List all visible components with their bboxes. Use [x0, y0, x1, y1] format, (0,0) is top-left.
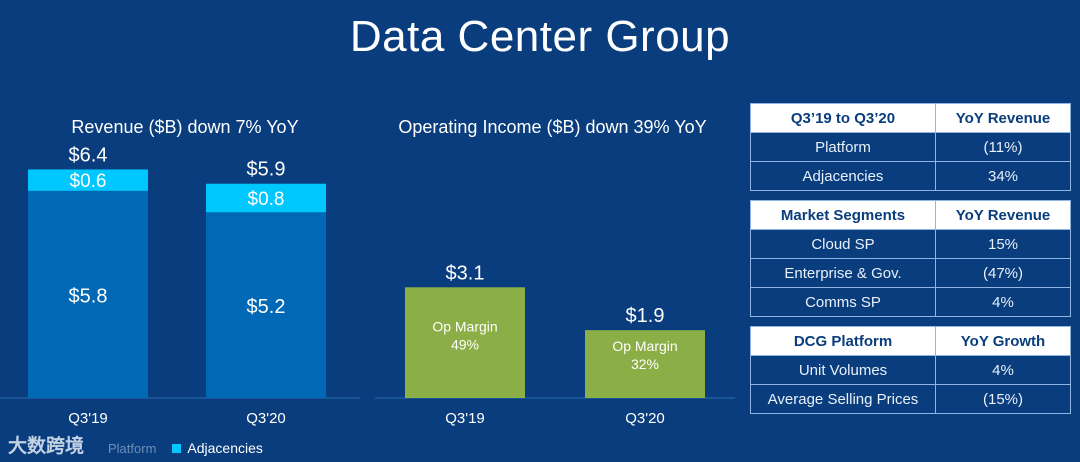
- adjacencies-bar: [206, 183, 326, 213]
- total-value-label: $6.4: [69, 144, 108, 166]
- op-margin-value: 32%: [631, 356, 659, 372]
- table-row: Adjacencies 34%: [750, 161, 1071, 191]
- table-row: Platform (11%): [750, 132, 1071, 162]
- table-row: Comms SP 4%: [750, 287, 1071, 317]
- table-cell: Platform: [750, 132, 936, 162]
- table-header-row: Q3’19 to Q3’20 YoY Revenue: [750, 103, 1071, 133]
- table-header-cell: DCG Platform: [750, 326, 936, 356]
- dcg-platform-table: DCG Platform YoY Growth Unit Volumes 4% …: [750, 326, 1071, 414]
- charts-canvas: $5.8 $0.6 $6.4 Q3'19 $5.2 $0.8 $5.9 Q3'20 $3.1 O…: [0, 144, 735, 427]
- operating-income-chart: $3.1 Op Margin 49% Q3'19 $1.9 Op Margin 32% Q3'…: [375, 262, 735, 427]
- table-cell: (47%): [935, 258, 1071, 288]
- table-header-row: DCG Platform YoY Growth: [750, 326, 1071, 356]
- legend-swatch-adjacencies: [172, 443, 182, 453]
- revenue-legend: Platform Adjacencies: [108, 440, 263, 456]
- watermark-logo: 大数跨境: [8, 436, 85, 457]
- total-value-label: $5.9: [247, 159, 286, 181]
- table-row: Average Selling Prices (15%): [750, 384, 1071, 414]
- adjacencies-bar: [28, 169, 148, 191]
- op-income-value-label: $3.1: [446, 262, 485, 284]
- table-row: Cloud SP 15%: [750, 229, 1071, 259]
- platform-value-label: $5.8: [69, 285, 108, 307]
- table-cell: 34%: [935, 161, 1071, 191]
- table-cell: (15%): [935, 384, 1071, 414]
- table-cell: 4%: [935, 287, 1071, 317]
- op-income-chart-title: Operating Income ($B) down 39% YoY: [398, 117, 707, 137]
- platform-bar: [206, 212, 326, 398]
- table-header-row: Market Segments YoY Revenue: [750, 200, 1071, 230]
- op-income-bar: [405, 287, 525, 398]
- table-cell: Cloud SP: [750, 229, 936, 259]
- x-tick-label: Q3'19: [445, 410, 485, 427]
- table-cell: 15%: [935, 229, 1071, 259]
- legend-label-adjacencies: Adjacencies: [187, 440, 263, 456]
- revenue-chart: $5.8 $0.6 $6.4 Q3'19 $5.2 $0.8 $5.9 Q3'20: [0, 144, 360, 427]
- market-segments-table: Market Segments YoY Revenue Cloud SP 15%…: [750, 200, 1071, 317]
- adjacencies-value-label: $0.6: [70, 171, 107, 192]
- x-tick-label: Q3'20: [246, 410, 286, 427]
- table-cell: Unit Volumes: [750, 355, 936, 385]
- x-tick-label: Q3'20: [625, 410, 665, 427]
- table-cell: Adjacencies: [750, 161, 936, 191]
- yoy-revenue-table: Q3’19 to Q3’20 YoY Revenue Platform (11%…: [750, 103, 1071, 191]
- platform-bar: [28, 190, 148, 398]
- op-margin-label: Op Margin: [432, 318, 497, 334]
- op-income-value-label: $1.9: [626, 305, 665, 327]
- table-cell: Enterprise & Gov.: [750, 258, 936, 288]
- table-header-cell: Q3’19 to Q3’20: [750, 103, 936, 133]
- op-income-bar: [585, 330, 705, 398]
- adjacencies-value-label: $0.8: [248, 189, 285, 210]
- page-title: Data Center Group: [349, 12, 731, 61]
- segment-tables: Q3’19 to Q3’20 YoY Revenue Platform (11%…: [750, 103, 1071, 423]
- table-row: Enterprise & Gov. (47%): [750, 258, 1071, 288]
- legend-label-platform: Platform: [108, 440, 157, 456]
- platform-value-label: $5.2: [247, 296, 286, 318]
- revenue-chart-title: Revenue ($B) down 7% YoY: [71, 117, 299, 137]
- table-header-cell: YoY Revenue: [935, 103, 1071, 133]
- table-cell: Comms SP: [750, 287, 936, 317]
- table-header-cell: Market Segments: [750, 200, 936, 230]
- table-cell: (11%): [935, 132, 1071, 162]
- table-row: Unit Volumes 4%: [750, 355, 1071, 385]
- table-header-cell: YoY Growth: [935, 326, 1071, 356]
- table-cell: Average Selling Prices: [750, 384, 936, 414]
- x-tick-label: Q3'19: [68, 410, 108, 427]
- op-margin-value: 49%: [451, 336, 479, 352]
- table-header-cell: YoY Revenue: [935, 200, 1071, 230]
- table-cell: 4%: [935, 355, 1071, 385]
- op-margin-label: Op Margin: [612, 338, 677, 354]
